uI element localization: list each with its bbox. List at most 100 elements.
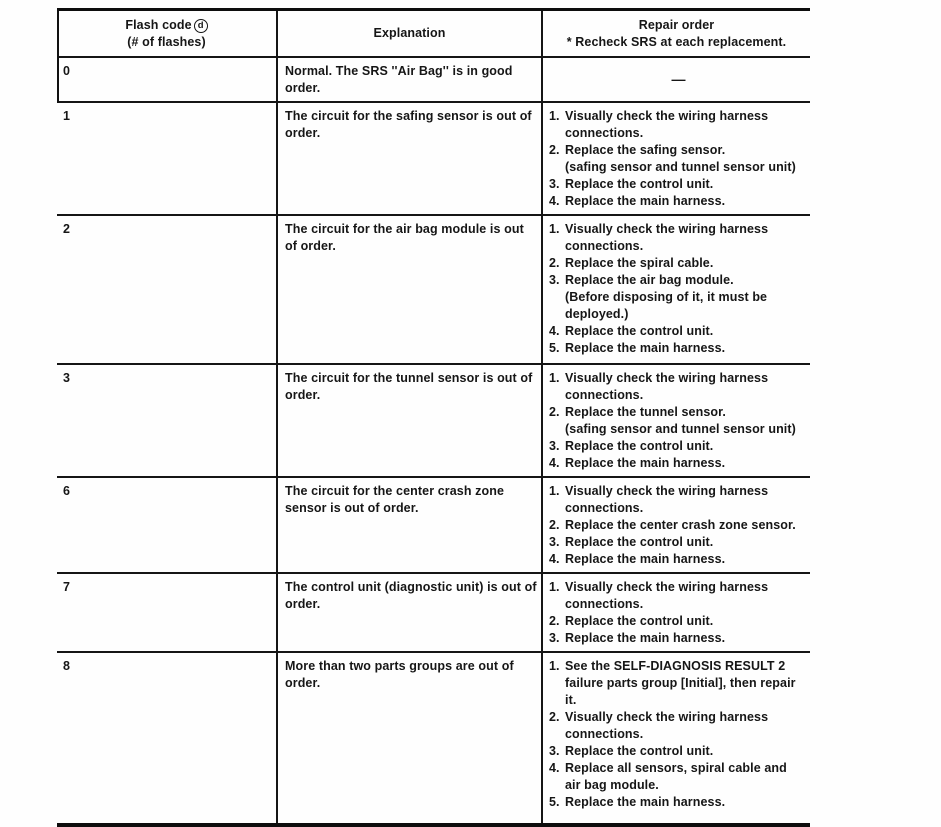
flash-code-cell: 7 [57,574,278,651]
header-flash-code: Flash code d (# of flashes) [57,11,278,56]
flash-code-cell: 6 [57,478,278,572]
repair-item-text: Replace the control unit. [565,324,714,338]
repair-item-text: Replace the main harness. [565,631,726,645]
repair-item-text: Visually check the wiring harness connec… [565,222,769,253]
repair-item: 4. Replace the main harness. [549,193,808,210]
repair-item-text: Replace the center crash zone sensor. [565,518,796,532]
repair-item: 2. Replace the spiral cable. [549,255,808,272]
repair-item-text: Replace the main harness. [565,341,726,355]
repair-item: 3. Replace the control unit. [549,438,808,455]
flash-code-cell: 2 [57,216,278,363]
repair-item-text: Replace the main harness. [565,795,726,809]
repair-order-cell: 1. Visually check the wiring harness conn… [543,574,810,651]
header-repair-order: Repair order * Recheck SRS at each repla… [543,11,810,56]
repair-item-number: 3. [549,744,560,758]
repair-item: 4. Replace the main harness. [549,455,808,472]
repair-item-text: Replace the main harness. [565,194,726,208]
repair-item-text: Replace the control unit. [565,535,714,549]
repair-order-cell: — [543,58,810,101]
repair-item-text: Replace the main harness. [565,552,726,566]
explanation-cell: The control unit (diagnostic unit) is ou… [278,574,543,651]
repair-item-text: Replace the tunnel sensor. (safing senso… [565,405,796,436]
repair-order-cell: 1. Visually check the wiring harness conn… [543,365,810,476]
repair-item-number: 1. [549,222,560,236]
repair-item-number: 1. [549,659,560,673]
repair-item: 1. Visually check the wiring harness conn… [549,221,808,255]
repair-item-text: Replace the main harness. [565,456,726,470]
repair-item: 2. Visually check the wiring harness conn… [549,709,808,743]
explanation-cell: The circuit for the air bag module is ou… [278,216,543,363]
repair-item-number: 2. [549,614,560,628]
circled-d-symbol: d [193,18,208,33]
repair-item: 2. Replace the tunnel sensor. (safing sen… [549,404,808,438]
repair-item-number: 3. [549,631,560,645]
header-flash-code-line1: Flash code d [57,17,276,34]
header-flash-code-label: Flash code [125,18,192,32]
flash-code-cell: 8 [57,653,278,823]
flash-code-cell: 1 [57,103,278,214]
repair-item-number: 2. [549,518,560,532]
explanation-cell: More than two parts groups are out of or… [278,653,543,823]
repair-item-text: Visually check the wiring harness connec… [565,484,769,515]
flash-code-cell: 0 [57,58,278,101]
header-flash-code-line2: (# of flashes) [127,35,206,49]
repair-item: 3. Replace the control unit. [549,534,808,551]
header-explanation: Explanation [278,11,543,56]
header-explanation-label: Explanation [373,26,446,40]
repair-item: 1. Visually check the wiring harness conn… [549,108,808,142]
repair-item-number: 5. [549,341,560,355]
repair-item-number: 1. [549,580,560,594]
table-row: 0 Normal. The SRS ''Air Bag'' is in good… [57,58,810,103]
repair-item-text: Replace the control unit. [565,177,714,191]
repair-item: 1. Visually check the wiring harness conn… [549,483,808,517]
repair-item-text: Visually check the wiring harness connec… [565,371,769,402]
flash-code-table: Flash code d (# of flashes) Explanation R… [57,8,810,827]
repair-item-text: Replace the control unit. [565,439,714,453]
repair-item-number: 5. [549,795,560,809]
repair-order-cell: 1. Visually check the wiring harness conn… [543,478,810,572]
repair-item-text: Replace the air bag module. (Before disp… [565,273,768,321]
repair-item: 2. Replace the safing sensor. (safing sen… [549,142,808,176]
repair-order-cell: 1. Visually check the wiring harness conn… [543,216,810,363]
repair-item-text: Replace the control unit. [565,744,714,758]
repair-item-text: Replace the control unit. [565,614,714,628]
repair-item: 4. Replace all sensors, spiral cable and … [549,760,808,794]
explanation-cell: The circuit for the center crash zone se… [278,478,543,572]
repair-item-text: Visually check the wiring harness connec… [565,109,769,140]
repair-item: 3. Replace the air bag module. (Before di… [549,272,808,323]
no-repair-dash: — [671,71,686,87]
table-row: 8 More than two parts groups are out of … [57,653,810,823]
table-row: 7 The control unit (diagnostic unit) is … [57,574,810,653]
repair-item-number: 2. [549,710,560,724]
repair-item-number: 1. [549,371,560,385]
repair-item-number: 3. [549,273,560,287]
repair-item: 1. See the SELF-DIAGNOSIS RESULT 2 failur… [549,658,808,709]
repair-item-number: 4. [549,552,560,566]
repair-item-number: 3. [549,535,560,549]
table-left-border [57,11,59,103]
header-repair-order-line1: Repair order [638,18,715,32]
repair-item-number: 4. [549,456,560,470]
repair-item-number: 2. [549,143,560,157]
explanation-cell: The circuit for the tunnel sensor is out… [278,365,543,476]
repair-item: 5. Replace the main harness. [549,340,808,357]
repair-item-number: 1. [549,484,560,498]
table-row: 2 The circuit for the air bag module is … [57,216,810,365]
repair-item-text: See the SELF-DIAGNOSIS RESULT 2 failure … [565,659,796,707]
flash-code-cell: 3 [57,365,278,476]
repair-item: 4. Replace the main harness. [549,551,808,568]
repair-item-text: Replace the spiral cable. [565,256,714,270]
repair-item-text: Visually check the wiring harness connec… [565,710,769,741]
repair-item-text: Replace all sensors, spiral cable and ai… [565,761,787,792]
repair-order-cell: 1. Visually check the wiring harness conn… [543,103,810,214]
repair-item-text: Visually check the wiring harness connec… [565,580,769,611]
repair-item-number: 3. [549,177,560,191]
table-row: 1 The circuit for the safing sensor is o… [57,103,810,216]
repair-item: 4. Replace the control unit. [549,323,808,340]
repair-item: 5. Replace the main harness. [549,794,808,811]
repair-item-number: 4. [549,761,560,775]
repair-order-cell: 1. See the SELF-DIAGNOSIS RESULT 2 failur… [543,653,810,823]
header-repair-order-line2: * Recheck SRS at each replacement. [566,35,787,49]
repair-item-number: 2. [549,256,560,270]
